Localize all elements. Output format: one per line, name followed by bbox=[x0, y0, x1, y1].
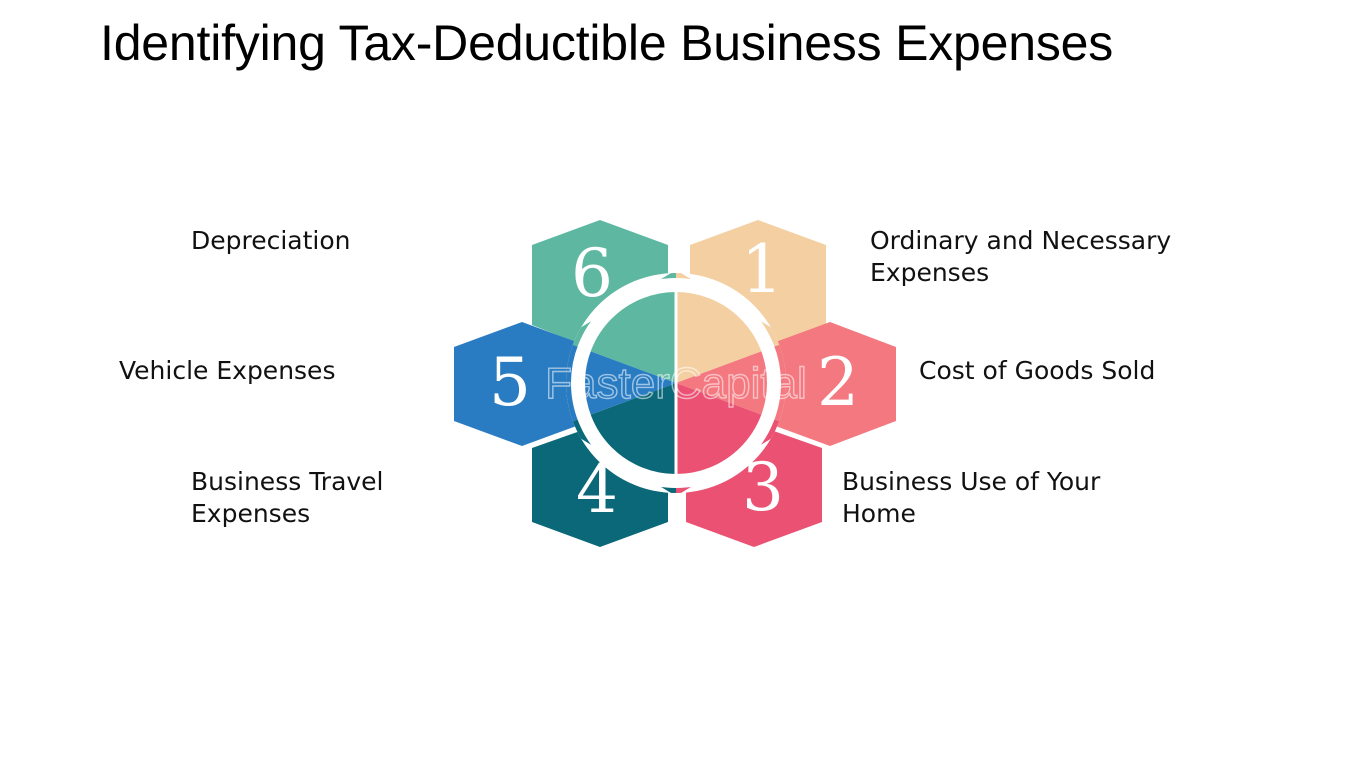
label-business-use-of-home: Business Use of Your Home bbox=[842, 467, 1101, 528]
wedge-5 bbox=[566, 340, 676, 426]
label-ordinary-necessary-expenses: Ordinary and Necessary Expenses bbox=[870, 226, 1172, 287]
hexagon-2-number: 2 bbox=[817, 344, 859, 421]
center-ring bbox=[566, 273, 786, 493]
label-vehicle-expenses: Vehicle Expenses bbox=[119, 356, 336, 385]
wedge-3 bbox=[676, 383, 786, 493]
wedge-6 bbox=[566, 273, 676, 383]
hexagon-5-number: 5 bbox=[489, 344, 531, 421]
label-cost-of-goods-sold: Cost of Goods Sold bbox=[919, 356, 1156, 385]
wedge-2 bbox=[676, 340, 786, 426]
hexagon-5-shape bbox=[454, 322, 590, 446]
hexagon-2-shape bbox=[762, 322, 896, 446]
hexagon-1-number: 1 bbox=[741, 231, 783, 308]
hexagon-2: 2 bbox=[762, 322, 896, 446]
hexagon-5: 5 bbox=[454, 322, 590, 446]
label-depreciation: Depreciation bbox=[191, 226, 351, 255]
watermark: FasterCapital bbox=[545, 359, 807, 408]
label-business-travel-expenses: Business Travel Expenses bbox=[191, 467, 384, 528]
page-title: Identifying Tax-Deductible Business Expe… bbox=[100, 15, 1114, 71]
wedge-4 bbox=[566, 383, 676, 493]
wedge-1 bbox=[676, 273, 786, 383]
